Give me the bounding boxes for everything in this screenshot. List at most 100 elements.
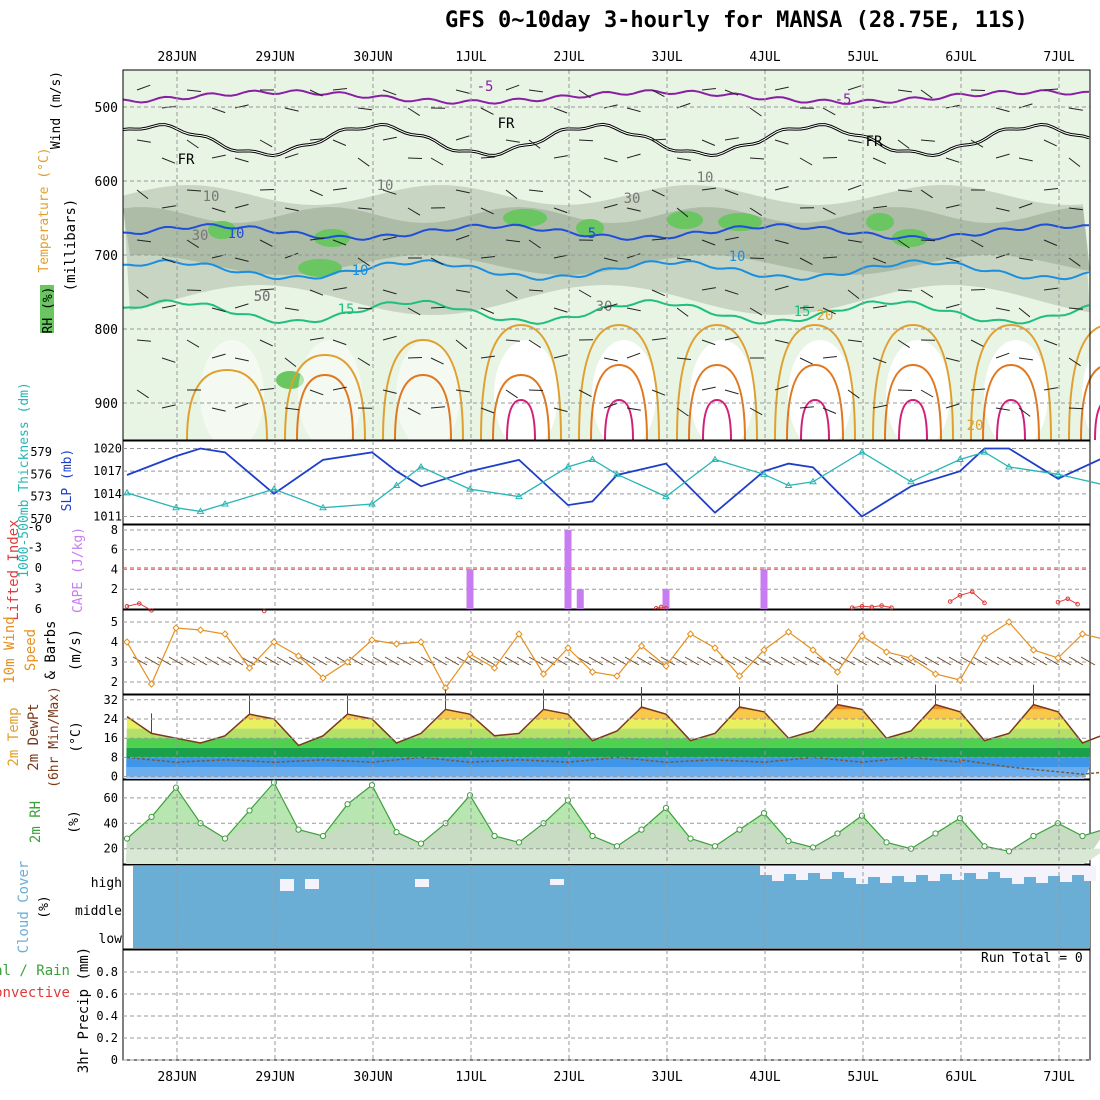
temp-contour-25: [296, 373, 354, 441]
contour-label: 15: [794, 304, 811, 320]
temp-line: [126, 703, 1100, 747]
wind-barb: [259, 239, 273, 247]
surface-wind-barb: [288, 656, 304, 666]
rh-area-base: [126, 848, 1100, 864]
wind-barb: [186, 239, 199, 249]
wind-barb: [701, 139, 716, 146]
rh-high-blob: [276, 371, 304, 389]
rh-marker: [932, 830, 939, 837]
wind-axis-label-3: & Barbs: [43, 620, 59, 679]
wind-barb: [701, 339, 716, 346]
wind-barb: [136, 239, 151, 243]
wind-barb: [234, 402, 249, 409]
wind-barb: [970, 339, 984, 347]
wind-barb: [774, 339, 789, 344]
upper-panel-frame: [122, 69, 1091, 441]
li-marker: [1065, 596, 1071, 602]
thickness-marker: [270, 485, 278, 492]
li-marker: [658, 604, 664, 610]
cape-tick-label: 8: [111, 523, 118, 537]
wind-barb: [578, 139, 594, 142]
wind-speed-marker: [392, 640, 401, 648]
surface-wind-barb: [516, 656, 532, 666]
bottom-date-label: 4JUL: [749, 1070, 780, 1085]
rh-marker: [638, 826, 645, 833]
temp-contour-25: [1080, 366, 1100, 441]
wind-barb: [897, 339, 910, 349]
rh-tick-label: 60: [104, 791, 118, 805]
wind-barb: [970, 289, 986, 291]
wind-speed-panel: 5 4 3 2 10m Wind Speed & Barbs (m/s): [2, 609, 1100, 695]
wind-barb: [822, 207, 836, 215]
temp-contour-20: [186, 368, 268, 441]
wind-barb: [382, 289, 397, 295]
wind-speed-marker: [417, 638, 425, 646]
temp-tick-label: 16: [104, 731, 118, 745]
rh2m-unit-label: (%): [67, 810, 82, 833]
cape-bar: [576, 589, 584, 609]
surface-wind-barb: [144, 656, 160, 666]
slp-line: [126, 447, 1100, 518]
surface-wind-barb: [180, 656, 196, 666]
wind-barb: [651, 238, 666, 241]
wind-panel-frame: [122, 609, 1091, 695]
wind-speed-marker: [907, 654, 915, 662]
wind-barb: [749, 407, 763, 416]
surface-wind-barb: [156, 656, 172, 666]
bottom-date-label: 7JUL: [1043, 1070, 1074, 1085]
contour-label: 30: [596, 299, 613, 315]
wind-barb: [186, 89, 201, 92]
wind-barb: [211, 407, 226, 412]
surface-wind-barb: [192, 656, 208, 666]
wind-barb: [455, 389, 470, 393]
wind-speed-marker: [466, 650, 474, 658]
cloud-high-gap: [928, 866, 940, 881]
rh-marker: [564, 797, 572, 804]
wind-barb: [382, 389, 397, 394]
wind-barb: [724, 89, 739, 96]
cloud-high-gap: [976, 866, 988, 879]
wind-barb: [749, 157, 765, 160]
surface-wind-barb: [744, 656, 760, 666]
wind-speed-marker: [270, 638, 278, 646]
temp-band: [126, 719, 1090, 729]
pressure-tick-label: 900: [95, 397, 118, 412]
thickness-marker: [588, 455, 597, 463]
cape-tick-label: 2: [111, 582, 118, 596]
wind-speed-marker: [588, 668, 597, 676]
wind-axis-label-4: (m/s): [68, 629, 84, 671]
cloud-unit-label: (%): [37, 895, 52, 918]
surface-wind-barb: [456, 656, 472, 666]
wind-barb: [553, 407, 568, 413]
li-tick-label: -6: [28, 520, 42, 534]
li-marker: [869, 604, 875, 610]
surface-wind-barb: [444, 656, 460, 666]
surface-wind-barb: [684, 656, 700, 666]
slp-tick-label: 1020: [93, 442, 122, 456]
surface-wind-barb: [372, 656, 388, 666]
thickness-marker: [172, 503, 180, 511]
rh-marker: [809, 844, 817, 851]
wind-barb: [578, 389, 592, 398]
wind-speed-marker: [1054, 654, 1062, 662]
li-marker: [957, 593, 963, 598]
temp-band: [126, 738, 1090, 748]
temp-contour-20: [284, 353, 366, 441]
thickness-tick-label: 570: [30, 512, 52, 526]
top-date-label: 30JUN: [353, 50, 392, 65]
wind-barb: [995, 107, 1010, 113]
bottom-date-label: 28JUN: [157, 1070, 196, 1085]
wind-barb: [847, 239, 862, 243]
wind-barb: [553, 107, 568, 114]
wind-barb: [872, 357, 887, 364]
cloud-high-gap: [1012, 866, 1024, 884]
rh-marker: [344, 801, 351, 808]
wind-speed-marker: [294, 652, 303, 660]
wind-barb: [259, 189, 275, 191]
wind-barb: [455, 339, 468, 350]
precip-panel: 0.8 0.6 0.4 0.2 0 Total / Rain Convective 3hr P…: [0, 947, 1091, 1073]
wind-barb: [1068, 207, 1083, 211]
wind-speed-marker: [319, 674, 327, 682]
wind-barb: [357, 357, 371, 366]
